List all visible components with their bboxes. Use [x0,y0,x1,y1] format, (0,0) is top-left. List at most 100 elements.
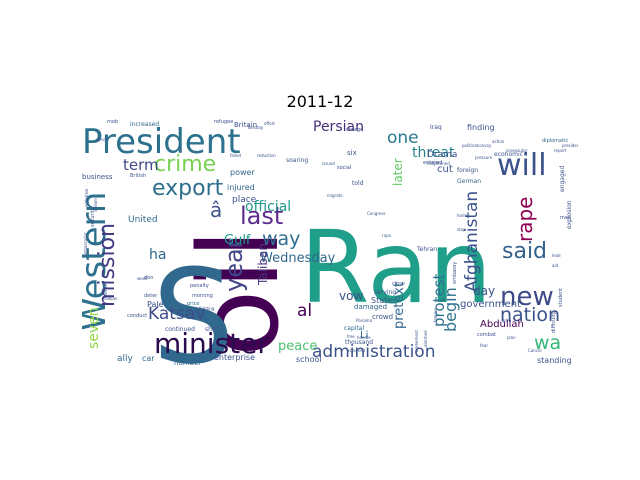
word-abdullah: Abdullah [480,319,524,330]
word-pale: Pale [147,300,164,309]
word-year: year [220,238,248,292]
word-mission: mission [95,223,120,307]
word-aid: aid [552,263,559,268]
word-seven: seven [86,307,102,349]
word-administration: administration [312,342,435,362]
word-said: said [502,239,547,264]
word-taliban: Taliban [256,243,270,286]
word-stream: stream [93,198,98,212]
word-cancer: Cancer [528,348,542,353]
word-lead: lead [552,253,561,258]
word-british: British [130,173,146,179]
word-pressure: pressure [475,155,493,160]
word-embassy: embassy [452,262,458,284]
word-damaged: damaged [354,303,387,311]
word-ran: Ran [300,209,492,326]
word-home: home [457,213,469,218]
word-famine: famine [433,308,438,322]
word-number: number [174,359,201,367]
word-close: close [392,281,405,287]
word-deter: deter [144,293,158,299]
word-handle: handle [357,335,371,340]
word-engaged: engaged [559,166,566,192]
word-iraq: Iraq [430,124,442,131]
word-begin: begin [441,287,460,332]
word-increased: increased [130,121,159,128]
word-shrill: shrill [205,326,220,333]
word-soaring: soaring [286,157,308,164]
word-don: don [144,275,153,281]
word-fear: fear [480,343,488,348]
word-western: Western [82,192,114,331]
word-alarmed: alarmed [423,330,428,347]
word-heightened: heightened [427,161,450,166]
word-stop: stop [457,227,466,232]
word-official: official [245,199,291,215]
word-shiite: Shiite [103,283,108,295]
word-price: price [187,301,199,307]
word-rape: rape [513,197,537,242]
word-day: day [473,284,495,298]
word-britain: Britain [234,121,257,129]
word-oil: oil [175,229,303,357]
word-injured: injured [227,183,255,192]
word-new: new [500,282,554,312]
word-penalty: penalty [190,283,209,289]
word-thousand: thousand [345,339,373,346]
word-president: President [82,122,241,162]
word-li: Li [360,330,368,341]
word-reduction: reduction [257,153,276,158]
word-one: one [387,128,419,148]
word-tehran: Tehran [416,246,437,253]
word-standing: standing [537,356,572,365]
word-car: car [142,354,155,363]
word-student: student [558,288,564,307]
word-diplomatic: diplomatic [542,138,568,144]
word-congress: Congress [367,211,386,216]
word-capital: capital [344,325,364,332]
word-crime: crime [154,152,216,177]
word-ambassador: ambassador [83,232,88,257]
word-char: â [210,198,222,222]
word-power: power [230,168,255,177]
word-rape: rape [382,233,392,238]
word-later: later [391,158,405,186]
word-protest: protest [430,274,448,327]
figure-title: 2011-12 [286,92,354,111]
word-place: place [232,195,257,205]
word-send: send [96,137,106,142]
word-school: school [296,355,322,364]
word-term: term [123,156,159,174]
word-effort: effort [264,121,275,126]
word-charge: charge [346,127,363,133]
word-withdrew: withdrew [84,188,89,207]
word-serving: serving [374,289,396,296]
word-gulf: Gulf [224,233,251,248]
word-fighting: fighting [199,306,215,311]
word-drama: Drama [427,150,457,160]
word-export: export [152,176,224,201]
word-ally: ally [117,354,134,364]
word-entered: entered [423,160,442,166]
word-wa: wa [534,332,561,354]
word-security: security [90,207,96,227]
word-combat: combat [477,332,496,338]
word-tuesday: Tuesday [246,125,264,130]
word-cut: cut [437,164,453,175]
word-minister: minister [154,327,269,360]
word-action: action [492,139,505,144]
word-social: social [337,165,351,171]
word-difficulty: difficulty [551,311,557,333]
word-crowd: crowd [372,313,393,321]
word-german: German [457,178,481,185]
word-afghanistan: Afghanistan [462,191,482,292]
word-free: free [347,334,355,339]
word-mob: mob [107,119,118,125]
word-convoy: convoy [477,143,492,148]
word-business: business [82,173,113,181]
word-achieved: achieved [347,348,366,353]
word-united: United [128,215,158,225]
word-peace: peace [278,339,317,354]
word-agreement: agreement [414,330,419,352]
